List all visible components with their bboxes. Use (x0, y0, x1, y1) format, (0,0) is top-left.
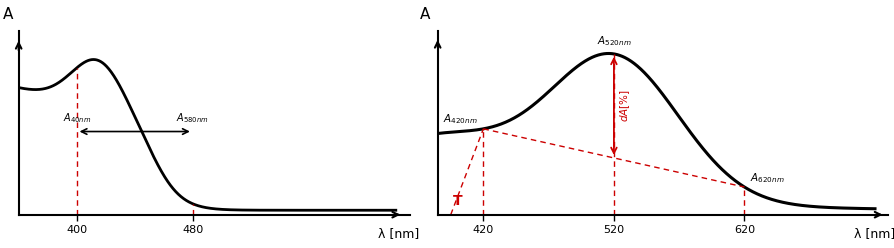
Text: $A_{420nm}$: $A_{420nm}$ (443, 112, 477, 126)
Text: $dA[\%]$: $dA[\%]$ (617, 90, 631, 122)
X-axis label: λ [nm]: λ [nm] (853, 227, 894, 241)
Text: A: A (419, 7, 429, 22)
Text: $A_{40nm}$: $A_{40nm}$ (63, 111, 91, 125)
Text: $A_{580nm}$: $A_{580nm}$ (176, 111, 209, 125)
Text: A: A (3, 7, 13, 22)
X-axis label: λ [nm]: λ [nm] (377, 227, 418, 241)
Text: $\mathbf{T}$: $\mathbf{T}$ (451, 194, 463, 208)
Text: $A_{520nm}$: $A_{520nm}$ (596, 35, 630, 48)
Text: $A_{620nm}$: $A_{620nm}$ (749, 171, 783, 185)
